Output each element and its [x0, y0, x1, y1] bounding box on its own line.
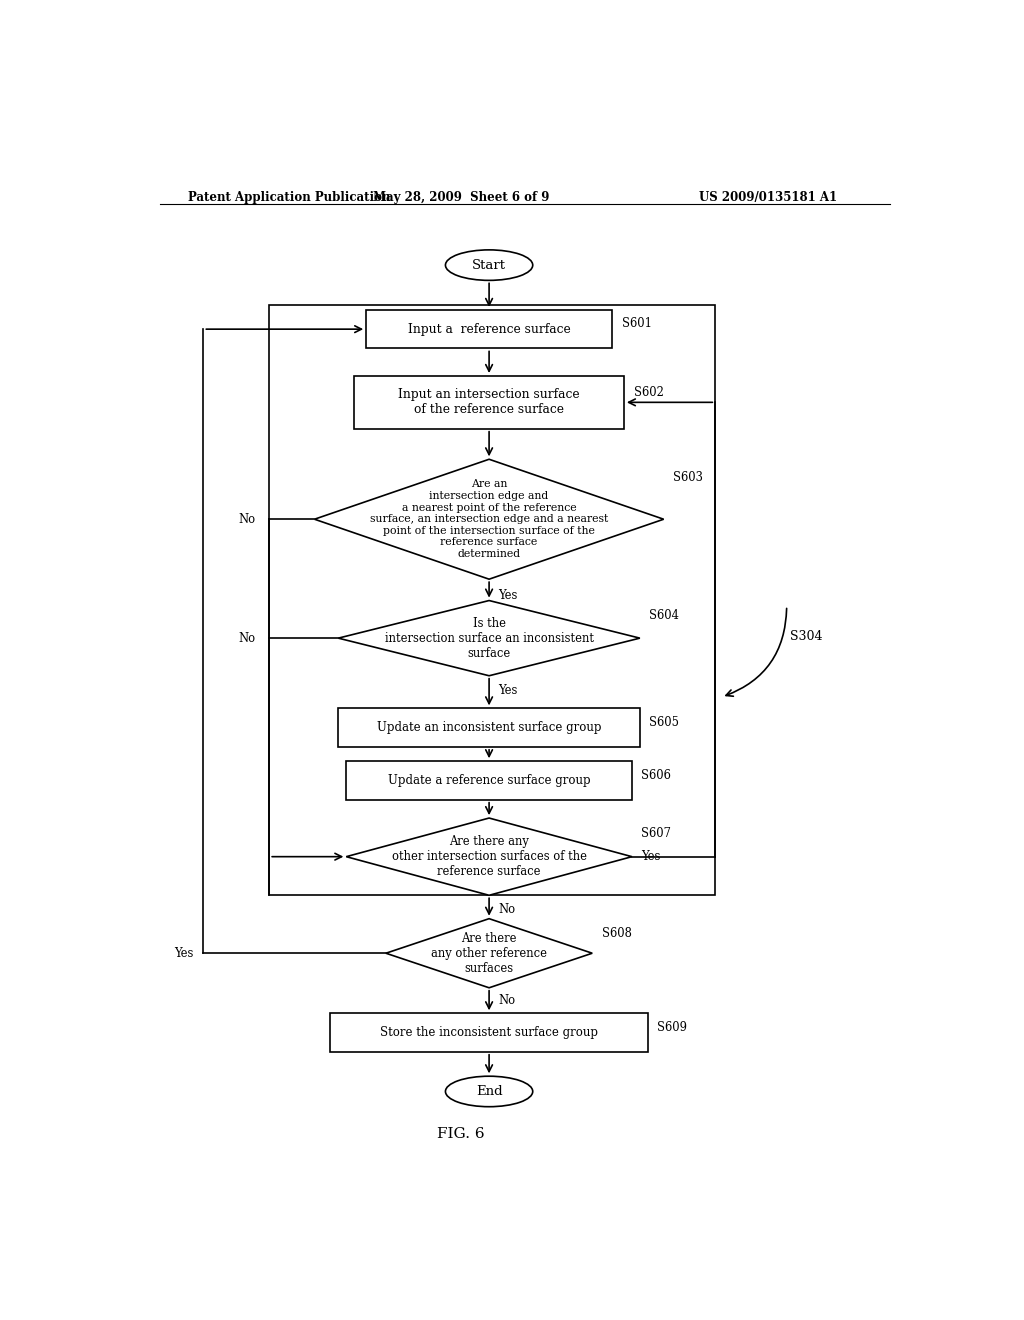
Ellipse shape — [445, 249, 532, 280]
Text: Input an intersection surface
of the reference surface: Input an intersection surface of the ref… — [398, 388, 580, 416]
Text: No: No — [239, 512, 256, 525]
FancyBboxPatch shape — [346, 762, 632, 800]
Text: Start: Start — [472, 259, 506, 272]
Text: No: No — [499, 994, 516, 1007]
Text: Patent Application Publication: Patent Application Publication — [187, 190, 390, 203]
Polygon shape — [346, 818, 632, 895]
Text: S602: S602 — [634, 385, 664, 399]
Text: S606: S606 — [641, 768, 672, 781]
Polygon shape — [386, 919, 592, 987]
Text: S608: S608 — [602, 928, 632, 940]
Text: S604: S604 — [649, 610, 679, 622]
Text: Yes: Yes — [174, 946, 194, 960]
Text: US 2009/0135181 A1: US 2009/0135181 A1 — [699, 190, 838, 203]
Ellipse shape — [445, 1076, 532, 1106]
Text: Are an
intersection edge and
a nearest point of the reference
surface, an inters: Are an intersection edge and a nearest p… — [370, 479, 608, 560]
Text: S601: S601 — [622, 317, 651, 330]
FancyBboxPatch shape — [367, 310, 612, 348]
Text: S605: S605 — [649, 715, 679, 729]
Text: S609: S609 — [657, 1020, 687, 1034]
Text: S603: S603 — [673, 471, 703, 484]
Polygon shape — [314, 459, 664, 579]
Text: No: No — [239, 632, 256, 644]
Text: Is the
intersection surface an inconsistent
surface: Is the intersection surface an inconsist… — [385, 616, 594, 660]
Text: FIG. 6: FIG. 6 — [437, 1127, 485, 1142]
Text: Are there
any other reference
surfaces: Are there any other reference surfaces — [431, 932, 547, 974]
FancyBboxPatch shape — [331, 1014, 648, 1052]
Text: End: End — [476, 1085, 503, 1098]
Text: Are there any
other intersection surfaces of the
reference surface: Are there any other intersection surface… — [391, 836, 587, 878]
Text: Yes: Yes — [499, 589, 518, 602]
Text: Yes: Yes — [641, 850, 660, 863]
Polygon shape — [338, 601, 640, 676]
Text: No: No — [499, 903, 516, 916]
FancyBboxPatch shape — [354, 376, 624, 429]
Text: S607: S607 — [641, 826, 672, 840]
Text: Yes: Yes — [499, 685, 518, 697]
Text: Update a reference surface group: Update a reference surface group — [388, 774, 591, 787]
FancyBboxPatch shape — [338, 709, 640, 747]
Text: May 28, 2009  Sheet 6 of 9: May 28, 2009 Sheet 6 of 9 — [373, 190, 550, 203]
Text: Update an inconsistent surface group: Update an inconsistent surface group — [377, 721, 601, 734]
Text: S304: S304 — [791, 630, 822, 643]
Text: Store the inconsistent surface group: Store the inconsistent surface group — [380, 1026, 598, 1039]
Text: Input a  reference surface: Input a reference surface — [408, 322, 570, 335]
